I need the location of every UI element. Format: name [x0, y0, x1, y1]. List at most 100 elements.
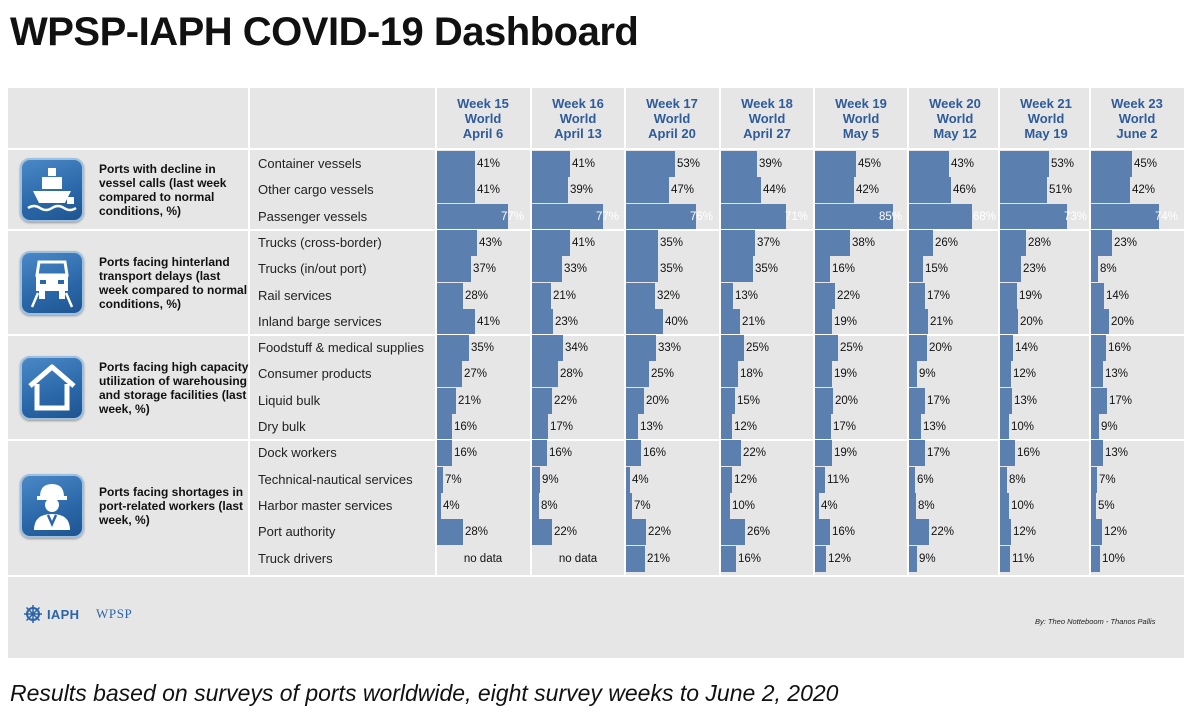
bar [1091, 151, 1132, 177]
bar [437, 256, 471, 283]
bar-cell: no data [437, 546, 529, 572]
bar-value-label: 18% [740, 368, 764, 381]
bar-value-label: 27% [464, 368, 488, 381]
bar-value-label: 17% [927, 289, 951, 302]
bar-cell: 22% [626, 519, 718, 546]
bar [1000, 151, 1049, 177]
bar-value-label: 7% [634, 499, 651, 512]
bar-cell: 20% [909, 335, 1001, 362]
bar-cell: 16% [1091, 335, 1183, 362]
bar-value-label: 35% [755, 263, 779, 276]
bar-cell: 4% [815, 492, 907, 519]
bar-value-label: 21% [458, 394, 482, 407]
bar-cell: 28% [437, 282, 529, 309]
bar [1000, 492, 1009, 519]
week-header-date: April 13 [554, 126, 602, 141]
bar [721, 256, 753, 283]
column-divider [530, 88, 532, 575]
bar [437, 466, 443, 493]
bar-cell: 16% [532, 440, 624, 467]
bar-cell: 14% [1091, 282, 1183, 309]
bar-value-label: 41% [572, 158, 596, 170]
column-divider [624, 88, 626, 575]
bar-value-label: 9% [919, 368, 936, 381]
bar-value-label: 16% [738, 552, 762, 565]
bar-cell: 11% [815, 466, 907, 493]
bar-value-label: 53% [1051, 158, 1075, 170]
bar [815, 492, 819, 519]
bar-cell: 23% [1091, 229, 1183, 256]
bar [532, 308, 553, 335]
bar-value-label: 43% [479, 236, 503, 249]
bar-cell: 37% [437, 256, 529, 283]
bar-value-label: 13% [1105, 368, 1129, 381]
week-header-region: World [936, 111, 974, 126]
row-label: Truck drivers [258, 550, 333, 566]
bar-value-label: 22% [554, 526, 578, 539]
bar-cell: 27% [437, 361, 529, 388]
bar [437, 203, 508, 230]
bar-value-label: 20% [929, 342, 953, 355]
row-label: Harbor master services [258, 497, 393, 513]
bar-cell: 20% [626, 387, 718, 414]
wpsp-logo: WPSP [96, 606, 133, 621]
bar [437, 440, 452, 467]
bar-cell: 19% [1000, 282, 1092, 309]
bar [1000, 335, 1013, 362]
bar [721, 492, 730, 519]
bar-value-label: 8% [541, 499, 558, 512]
bar [909, 151, 949, 177]
bar [532, 229, 570, 256]
bar-cell: 41% [532, 229, 624, 256]
bar [1091, 256, 1098, 283]
bar-value-label: 6% [917, 473, 934, 486]
ship-icon-graphic [27, 168, 77, 212]
bar [815, 282, 835, 309]
bar-cell: 42% [1091, 177, 1183, 204]
bar-value-label: 19% [834, 315, 858, 328]
column-divider [813, 88, 815, 575]
bar-cell: 9% [532, 466, 624, 493]
bar-value-label: 16% [454, 421, 478, 433]
week-header-region: World [653, 111, 691, 126]
bar [815, 361, 832, 388]
bar [437, 282, 463, 309]
bar [437, 492, 441, 519]
week-header: Week 19 World May 5 [815, 96, 907, 141]
bar-cell: 13% [626, 414, 718, 440]
bar-value-label: 10% [732, 499, 756, 512]
bar [1000, 545, 1010, 572]
bar [721, 308, 740, 335]
bar-value-label: 17% [550, 421, 574, 433]
bar-cell: 53% [1000, 151, 1092, 177]
bar-cell: 16% [1000, 440, 1092, 467]
bar [1091, 519, 1102, 546]
bar-cell: 77% [532, 203, 624, 230]
bar [909, 361, 917, 388]
bar-cell: 12% [815, 545, 907, 572]
bar-cell: 35% [721, 256, 813, 283]
bar-value-label: 19% [834, 447, 858, 460]
bar-value-label: 13% [923, 421, 947, 433]
bar [815, 519, 830, 546]
table-bottom-divider [8, 575, 1184, 577]
bar-cell: 13% [909, 414, 1001, 440]
worker-icon-graphic [34, 484, 70, 531]
week-header-region: World [842, 111, 880, 126]
bar [721, 466, 732, 493]
bar-cell: 13% [1091, 361, 1183, 388]
bar [909, 492, 916, 519]
row-label: Liquid bulk [258, 392, 321, 408]
iaph-logo-text: IAPH [47, 606, 80, 622]
bar [532, 440, 547, 467]
bar-cell: 12% [1091, 519, 1183, 546]
bar [1091, 229, 1112, 256]
bar-value-label: 17% [927, 447, 951, 460]
bar-value-label: 25% [840, 342, 864, 355]
bar [1000, 308, 1018, 335]
bar-cell: 53% [626, 151, 718, 177]
bar-cell: 7% [1091, 466, 1183, 493]
bar-value-label: 17% [833, 421, 857, 433]
bar [626, 308, 663, 335]
bar [1091, 545, 1100, 572]
